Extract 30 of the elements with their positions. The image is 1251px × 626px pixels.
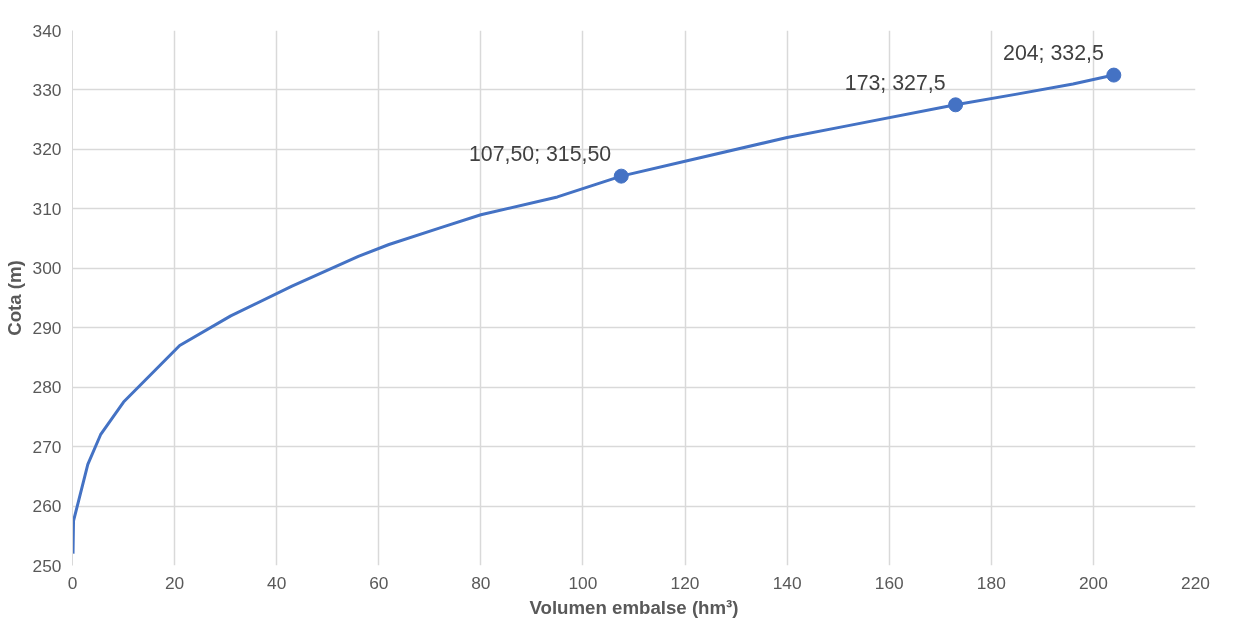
x-tick-label: 0 <box>67 572 78 593</box>
y-tick-label: 280 <box>32 377 62 398</box>
y-tick-label: 260 <box>32 496 62 517</box>
point <box>1106 67 1122 83</box>
x-axis-title: Volumen embalse (hm³) <box>529 596 739 618</box>
y-tick-label: 250 <box>32 555 62 576</box>
x-tick-label: 80 <box>471 572 491 593</box>
point <box>613 168 629 184</box>
x-tick-label: 140 <box>772 572 802 593</box>
x-tick-label: 160 <box>874 572 904 593</box>
y-tick-label: 310 <box>32 198 62 219</box>
data-label: 107,50; 315,50 <box>468 142 612 167</box>
x-tick-label: 200 <box>1078 572 1108 593</box>
y-tick-label: 270 <box>32 436 62 457</box>
x-tick-label: 120 <box>670 572 700 593</box>
y-tick-label: 300 <box>32 258 62 279</box>
data-label: 173; 327,5 <box>844 70 946 95</box>
y-tick-label: 340 <box>32 20 62 41</box>
x-tick-label: 20 <box>164 572 185 593</box>
y-tick-label: 320 <box>32 139 62 160</box>
x-tick-label: 40 <box>267 572 287 593</box>
x-tick-label: 100 <box>568 572 598 593</box>
x-tick-label: 180 <box>976 572 1006 593</box>
x-tick-label: 60 <box>369 572 389 593</box>
point <box>948 97 964 113</box>
y-tick-label: 330 <box>32 79 62 100</box>
y-tick-label: 290 <box>32 317 62 338</box>
data-label: 204; 332,5 <box>1003 41 1104 66</box>
x-tick-label: 220 <box>1181 572 1210 593</box>
y-axis-title: Cota (m) <box>3 260 25 336</box>
